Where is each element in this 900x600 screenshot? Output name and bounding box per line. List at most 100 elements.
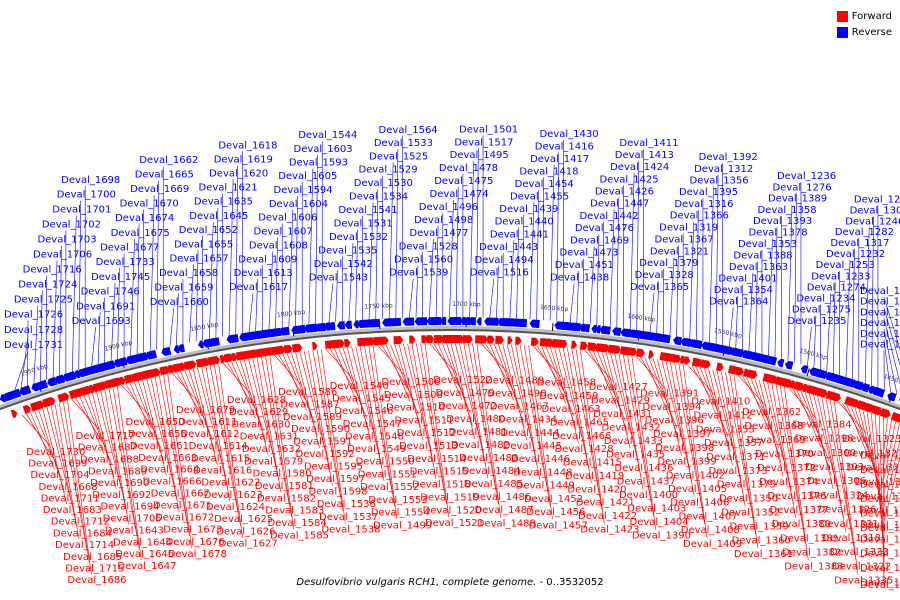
forward-gene-label: Deval_1394 xyxy=(642,402,701,413)
reverse-gene-label: Deval_1564 xyxy=(379,125,438,136)
reverse-gene-arrow xyxy=(336,321,346,330)
reverse-gene-label-leader xyxy=(268,251,274,330)
reverse-gene-label-leader xyxy=(556,152,560,322)
forward-gene-label-leader xyxy=(541,346,566,404)
reverse-gene-label: Deval_1259 xyxy=(854,195,900,206)
reverse-gene-label: Deval_1282 xyxy=(835,227,894,238)
reverse-gene-label: Deval_1516 xyxy=(470,268,529,279)
reverse-gene-label: Deval_1358 xyxy=(757,205,816,216)
forward-gene-label: Deval_1428 xyxy=(554,444,613,455)
forward-gene-label-leader xyxy=(329,348,357,393)
forward-gene-label-leader xyxy=(883,418,888,450)
forward-gene-label-leader xyxy=(46,406,76,516)
forward-gene-arrow xyxy=(187,360,197,370)
forward-gene-label: Deval_1644 xyxy=(113,537,172,548)
forward-gene-label: Deval_1730 xyxy=(26,447,85,458)
forward-gene-arrow xyxy=(279,345,286,354)
forward-gene-arrow xyxy=(579,341,588,350)
forward-gene-label: Deval_1552 xyxy=(360,482,419,493)
forward-gene-label: Deval_1506 xyxy=(381,377,440,388)
reverse-gene-label-leader xyxy=(130,238,135,356)
forward-gene-label: Deval_1592 xyxy=(296,449,355,460)
reverse-gene-label: Deval_1593 xyxy=(289,157,348,168)
reverse-gene-label: Deval_1525 xyxy=(369,151,428,162)
forward-gene-label: Deval_1519 xyxy=(420,492,479,503)
forward-gene-label-leader xyxy=(159,375,188,524)
reverse-gene-label-leader xyxy=(774,227,778,358)
forward-gene-label: Deval_1485 xyxy=(464,479,523,490)
forward-gene-arrow xyxy=(10,409,18,419)
organism-title: Desulfovibrio vulgaris RCH1, complete ge… xyxy=(296,577,537,588)
reverse-gene-label-leader xyxy=(215,207,219,338)
forward-gene-label-leader xyxy=(312,350,342,499)
forward-gene-arrow xyxy=(172,363,183,373)
reverse-gene-label-leader xyxy=(709,186,714,343)
reverse-gene-label: Deval_1542 xyxy=(314,259,373,270)
forward-gene-arrow xyxy=(211,355,221,365)
reverse-gene-label: Deval_1608 xyxy=(249,240,308,251)
forward-gene-label: Deval_1630 xyxy=(231,419,290,430)
reverse-gene-label-leader xyxy=(629,173,635,330)
reverse-gene-label: Deval_1276 xyxy=(772,182,831,193)
reverse-gene-label: Deval_1441 xyxy=(490,229,549,240)
forward-gene-arrow xyxy=(821,389,828,398)
forward-gene-label: Deval_1643 xyxy=(105,525,164,536)
forward-gene-arrow xyxy=(45,396,56,407)
reverse-gene-label: Deval_1498 xyxy=(414,215,473,226)
forward-gene-label: Deval_1647 xyxy=(117,561,176,572)
forward-gene-label: Deval_1612 xyxy=(180,429,239,440)
reverse-gene-label-leader xyxy=(228,179,234,336)
reverse-gene-label: Deval_1474 xyxy=(430,189,489,200)
forward-gene-label: Deval_1332 xyxy=(857,491,900,502)
reverse-gene-label: Deval_1635 xyxy=(194,197,253,208)
forward-gene-label: Deval_1684 xyxy=(53,528,112,539)
kbp-tick xyxy=(806,368,810,377)
forward-gene-label: Deval_1537 xyxy=(319,512,378,523)
reverse-gene-label-leader xyxy=(669,257,675,336)
forward-gene-label: Deval_1515 xyxy=(410,467,469,478)
reverse-gene-arrow xyxy=(696,340,703,350)
reverse-gene-label: Deval_1312 xyxy=(694,164,753,175)
forward-gene-label: Deval_1629 xyxy=(229,407,288,418)
reverse-gene-label: Deval_1395 xyxy=(679,187,738,198)
forward-gene-label-leader xyxy=(167,373,193,548)
forward-gene-label-leader xyxy=(725,372,754,521)
forward-gene-label: Deval_1683 xyxy=(43,505,102,516)
forward-gene-arrow xyxy=(832,392,841,402)
forward-gene-label: Deval_1336 xyxy=(860,520,900,531)
forward-gene-label: Deval_1554 xyxy=(371,508,430,519)
reverse-gene-arrow xyxy=(595,325,601,334)
forward-gene-label-leader xyxy=(767,382,794,505)
forward-gene-label: Deval_1415 xyxy=(563,458,622,469)
forward-gene-label-leader xyxy=(519,344,549,493)
reverse-gene-arrow xyxy=(785,360,794,370)
reverse-gene-label: Deval_1533 xyxy=(374,138,433,149)
reverse-gene-arrow xyxy=(860,383,871,393)
forward-gene-label: Deval_1427 xyxy=(589,382,648,393)
forward-gene-label-leader xyxy=(627,355,654,517)
forward-gene-label-leader xyxy=(485,343,512,388)
reverse-gene-arrow xyxy=(533,319,540,329)
forward-gene-label-leader xyxy=(180,370,205,429)
reverse-gene-label: Deval_1496 xyxy=(419,202,478,213)
forward-gene-arrow xyxy=(34,400,45,410)
reverse-gene-label-leader xyxy=(649,293,655,333)
reverse-gene-label: Deval_1693 xyxy=(72,316,131,327)
reverse-gene-label-leader xyxy=(715,174,719,344)
reverse-gene-label-leader xyxy=(59,245,62,376)
reverse-gene-arrow xyxy=(431,317,439,326)
forward-gene-label-leader xyxy=(333,348,359,406)
reverse-gene-label-leader xyxy=(596,234,600,326)
legend-reverse-label: Reverse xyxy=(851,26,892,38)
forward-gene-label-leader xyxy=(112,387,140,549)
forward-gene-label: Deval_1348 xyxy=(860,523,900,534)
forward-gene-label: Deval_1538 xyxy=(321,524,380,535)
forward-gene-label: Deval_1340 xyxy=(860,578,900,589)
forward-gene-label-leader xyxy=(201,366,228,489)
forward-gene-label-leader xyxy=(580,349,605,524)
reverse-gene-label: Deval_1494 xyxy=(474,255,533,266)
forward-gene-label: Deval_1334 xyxy=(859,506,900,517)
forward-gene-label-leader xyxy=(800,390,830,462)
reverse-gene-label: Deval_1315 xyxy=(860,340,900,351)
